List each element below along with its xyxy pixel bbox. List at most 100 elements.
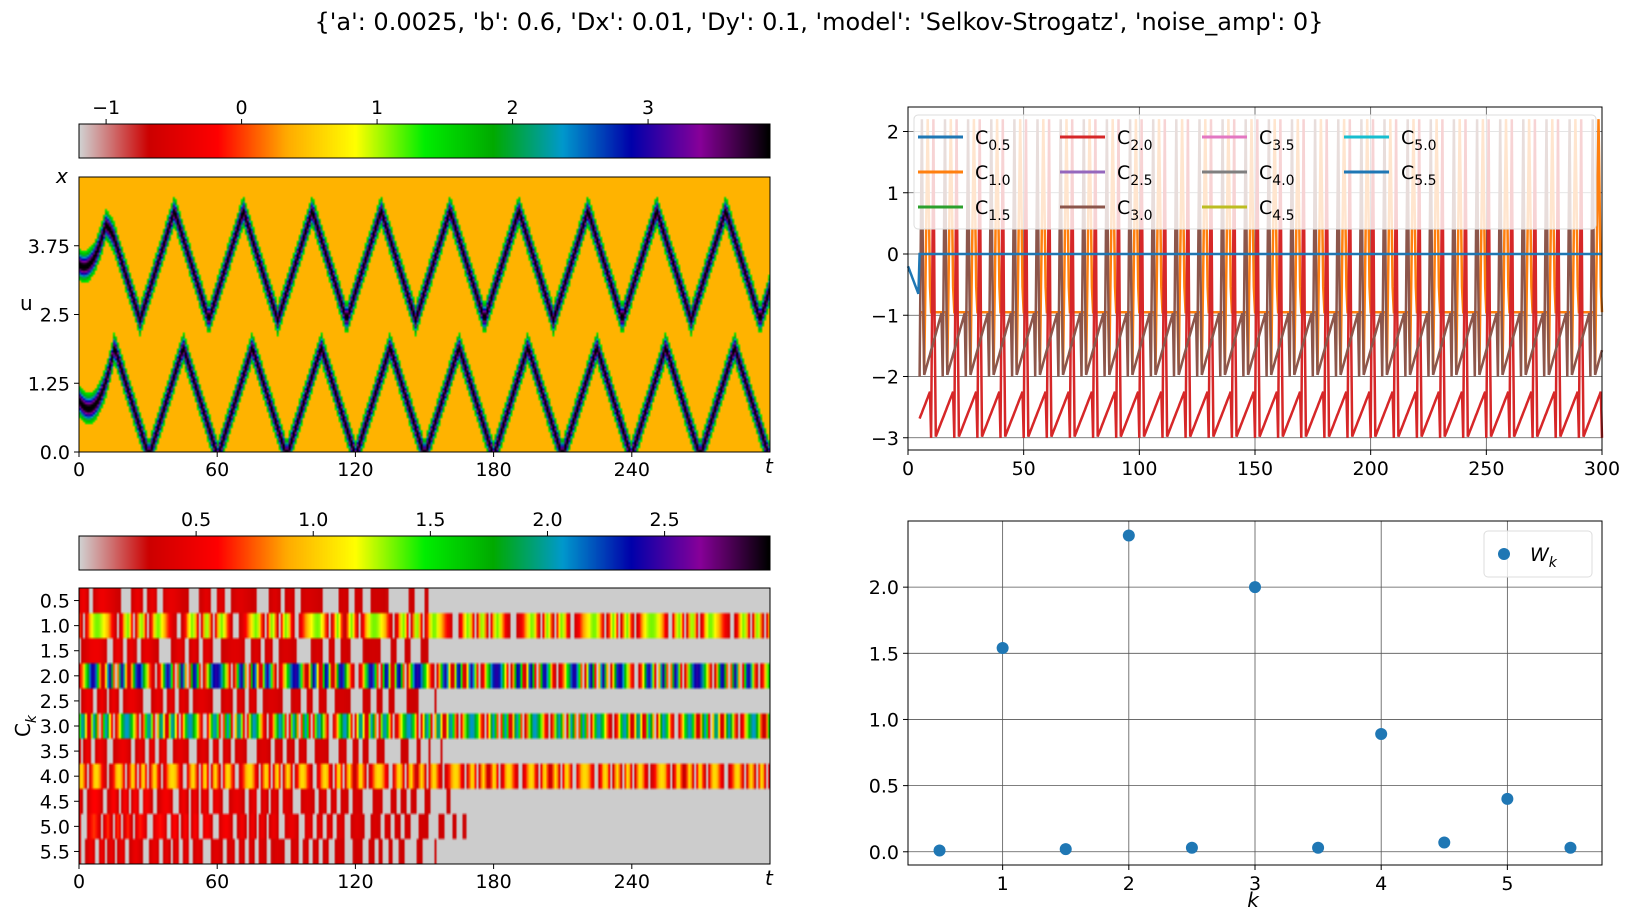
field-y-ticks: 0.0 1.25 2.5 3.75 [28, 236, 79, 464]
legend-entry-name: C [975, 197, 988, 219]
spectrum-x-tick-label: 4 [1375, 873, 1387, 895]
timeseries-x-tick-label: 0 [902, 458, 914, 480]
spectrum-x-ticks: 1 2 3 4 5 [997, 865, 1513, 895]
timeseries-y-tick-label: 1 [887, 183, 899, 205]
field-xlabel: t [765, 454, 774, 478]
coeff-xlabel: t [765, 866, 774, 890]
field-y-tick-label: 2.5 [40, 305, 70, 327]
spectrum-point [1185, 841, 1198, 854]
legend-entry-sub: 0.5 [988, 138, 1010, 154]
series-line-c3.0 [918, 119, 1604, 377]
spectrum-grid [908, 521, 1602, 865]
legend-entry-label: C3.0 [1117, 197, 1153, 224]
legend-entry-sub: 1.5 [988, 208, 1010, 224]
spectrum-point [1501, 792, 1514, 805]
legend-entry-sub: 5.0 [1414, 138, 1436, 154]
spectrum-legend: Wk [1483, 530, 1593, 578]
spectrum-y-tick-label: 0.5 [869, 776, 899, 798]
legend-entry-label: C4.5 [1259, 197, 1295, 224]
spectrum-legend-label: Wk [1530, 544, 1558, 571]
colorbar-tick-label: 1.5 [415, 509, 445, 531]
coeff-colorbar-frame [78, 535, 771, 571]
coeff-y-ticks: 0.5 1.0 1.5 2.0 2.5 3.0 3.5 4.0 4.5 5.0 5.5 [40, 591, 79, 863]
spectrum-x-tick-label: 1 [997, 873, 1009, 895]
coeff-ylabel: Ck [11, 714, 40, 737]
legend-entry-name: C [1401, 162, 1414, 184]
colorbar-tick-label: 3 [642, 97, 654, 119]
spectrum-y-ticks: 0.0 0.5 1.0 1.5 2.0 [869, 577, 908, 864]
timeseries-x-tick-label: 250 [1468, 458, 1504, 480]
field-x-tick-label: 240 [614, 459, 650, 481]
timeseries-legend-box [913, 114, 1597, 230]
coeff-ylabel-main: C [11, 723, 35, 737]
legend-entry-label: C5.0 [1401, 127, 1437, 154]
timeseries-x-ticks: 0 50 100 150 200 250 300 [902, 450, 1620, 480]
legend-entry-sub: 2.5 [1130, 173, 1152, 189]
timeseries-y-tick-label: −3 [871, 428, 899, 450]
spectrum-point [1059, 843, 1072, 856]
spectrum-y-tick-label: 1.5 [869, 643, 899, 665]
spectrum-point [1375, 728, 1388, 741]
field-colorbar-frame [78, 123, 771, 159]
legend-entry-label: C1.5 [975, 197, 1011, 224]
legend-entry-sub: 3.0 [1130, 208, 1152, 224]
timeseries-x-tick-label: 50 [1012, 458, 1036, 480]
colorbar-tick-label: 1.0 [298, 509, 328, 531]
coeff-y-tick-label: 2.5 [40, 691, 70, 713]
coeff-colorbar-gradient [79, 536, 770, 570]
coeff-x-tick-label: 240 [614, 871, 650, 893]
colorbar-tick-label: 0 [236, 97, 248, 119]
timeseries-y-tick-label: −1 [871, 305, 899, 327]
coeff-x-tick-label: 120 [337, 871, 373, 893]
timeseries-x-tick-label: 150 [1237, 458, 1273, 480]
legend-entry-sub: 2.0 [1130, 138, 1152, 154]
spectrum-point [1249, 581, 1261, 594]
field-x-tick-label: 120 [337, 459, 373, 481]
timeseries-x-tick-label: 200 [1353, 458, 1389, 480]
legend-entry-name: C [1117, 162, 1130, 184]
spectrum-point [1312, 841, 1325, 854]
field-ylabel: u [20, 291, 33, 315]
coeff-y-tick-label: 1.5 [40, 641, 70, 663]
legend-entry-label: C3.5 [1259, 127, 1295, 154]
legend-entry-name: C [1401, 127, 1414, 149]
field-colorbar-ticks: −1 0 1 2 3 [92, 97, 654, 124]
coeff-heatmap-image [79, 588, 770, 864]
colorbar-tick-label: 1 [371, 97, 383, 119]
spectrum-point [1122, 529, 1135, 542]
coeff-x-tick-label: 0 [73, 871, 85, 893]
legend-entry-sub: 1.0 [988, 173, 1010, 189]
spectrum-point [933, 844, 946, 857]
timeseries-y-tick-label: 0 [887, 244, 899, 266]
spectrum-panel: 1 2 3 4 5 0.0 0.5 1.0 1.5 2.0 Wk k [869, 520, 1603, 912]
coeff-x-tick-label: 180 [475, 871, 511, 893]
legend-entry-sub: 3.5 [1272, 138, 1294, 154]
legend-entry-label: C0.5 [975, 127, 1011, 154]
spectrum-x-tick-label: 5 [1501, 873, 1513, 895]
spectrum-point [1564, 841, 1577, 854]
coeff-y-tick-label: 3.5 [40, 741, 70, 763]
colorbar-tick-label: 0.5 [181, 509, 211, 531]
spectrum-legend-marker [1498, 548, 1510, 560]
coeff-y-tick-label: 5.5 [40, 841, 70, 863]
spectrum-point [996, 642, 1009, 655]
legend-entry-sub: 4.0 [1272, 173, 1294, 189]
coeff-y-tick-label: 1.0 [40, 616, 70, 638]
timeseries-x-tick-label: 300 [1584, 458, 1620, 480]
spectrum-x-tick-label: 2 [1123, 873, 1135, 895]
coeff-y-tick-label: 2.0 [40, 666, 70, 688]
spectrum-legend-box [1483, 530, 1593, 578]
spectrum-y-tick-label: 0.0 [869, 842, 899, 864]
field-colorbar: −1 0 1 2 3 [78, 97, 771, 159]
legend-entry-sub: 5.5 [1414, 173, 1436, 189]
legend-entry-name: C [975, 127, 988, 149]
legend-entry-name: C [1259, 127, 1272, 149]
timeseries-y-tick-label: 2 [887, 122, 899, 144]
legend-entry-label: C2.0 [1117, 127, 1153, 154]
field-colorbar-gradient [79, 124, 770, 158]
coeff-y-tick-label: 0.5 [40, 591, 70, 613]
coeff-y-tick-label: 4.0 [40, 766, 70, 788]
field-y-tick-label: 1.25 [28, 373, 70, 395]
field-panel: −1 0 1 2 3 0 60 120 180 240 0.0 1.25 2.5 3.75 u x t [20, 97, 774, 481]
coeff-y-tick-label: 4.5 [40, 791, 70, 813]
